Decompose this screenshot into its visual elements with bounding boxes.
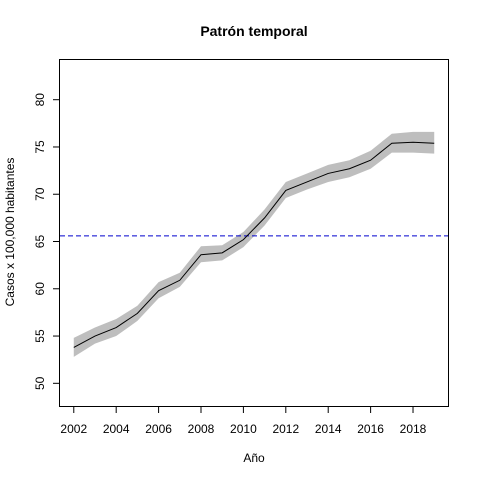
y-tick-label: 80 [33,93,47,107]
y-tick-label: 50 [33,376,47,390]
x-tick-label: 2018 [400,422,427,436]
x-tick-label: 2014 [315,422,342,436]
chart-title: Patrón temporal [200,23,307,39]
x-tick-label: 2016 [357,422,384,436]
y-tick-label: 55 [33,329,47,343]
x-tick-label: 2012 [272,422,299,436]
y-tick-label: 65 [33,235,47,249]
y-axis: 50 55 60 65 70 75 80 [33,93,60,390]
series-line-layer [73,141,435,348]
x-tick-label: 2010 [230,422,257,436]
confidence-band-layer [73,131,435,357]
x-tick-label: 2004 [103,422,130,436]
y-tick-label: 60 [33,282,47,296]
x-tick-label: 2002 [60,422,87,436]
series-line [73,141,435,348]
y-tick-label: 75 [33,140,47,154]
x-tick-label: 2008 [188,422,215,436]
confidence-band [73,131,435,357]
x-axis-label: Año [243,451,265,465]
x-tick-label: 2006 [145,422,172,436]
y-tick-label: 70 [33,187,47,201]
y-axis-label: Casos x 100,000 habitantes [3,158,17,307]
x-axis: 2002 2004 2006 2008 2010 2012 2014 2016 2018 [60,406,427,436]
